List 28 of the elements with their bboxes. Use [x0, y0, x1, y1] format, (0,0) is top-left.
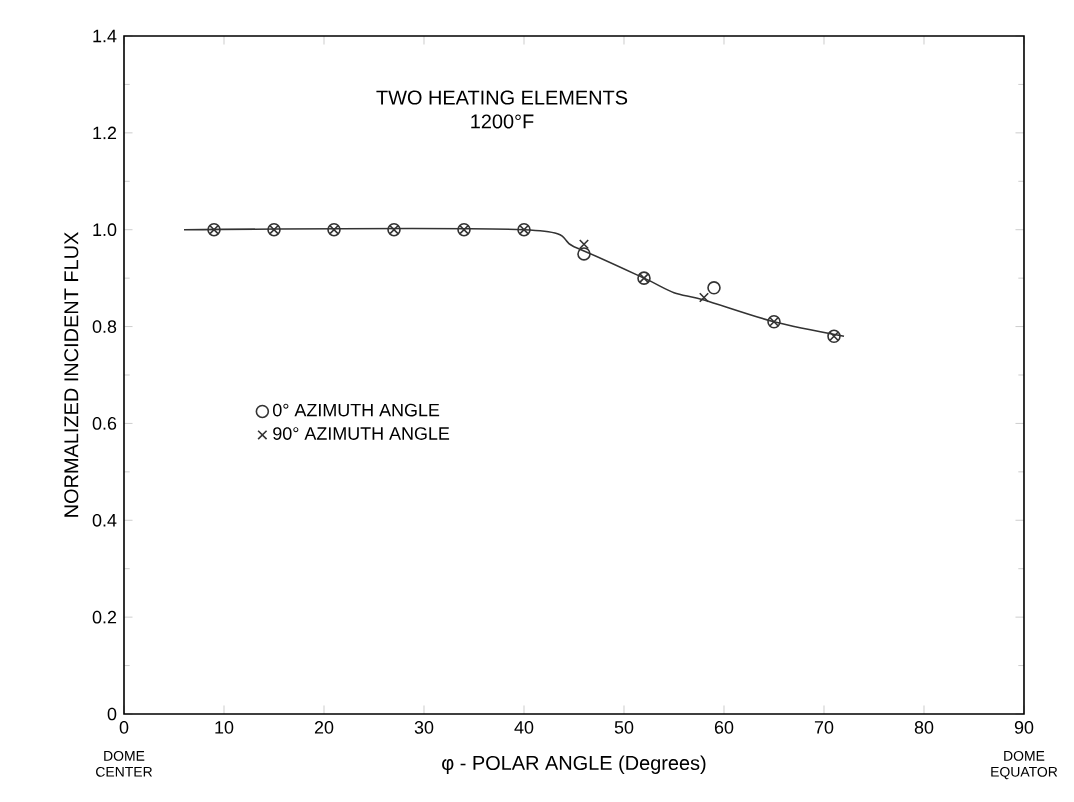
x-tick-label: 10 — [215, 721, 234, 734]
text: TWO HEATING ELEMENTS — [376, 90, 628, 105]
y-axis-title: NORMALIZED INCIDENT FLUX — [64, 232, 79, 517]
x-tick-label: 60 — [714, 721, 734, 734]
legend-label: 0° AZIMUTH ANGLE — [273, 403, 440, 417]
y-tick-label: 1.2 — [93, 126, 117, 140]
y-tick-label: 1.0 — [93, 223, 117, 237]
point — [578, 239, 590, 250]
y-tick-label: 0 — [107, 707, 117, 721]
y-tick-label: 0.4 — [92, 513, 117, 527]
point — [577, 247, 591, 261]
x-tick-label: 50 — [614, 721, 634, 734]
y-tick-label: 0.8 — [92, 320, 117, 333]
x-tick-label: 40 — [514, 721, 534, 734]
y-tick-label: 0.2 — [92, 610, 117, 624]
point — [698, 292, 710, 303]
x-tick-label: 70 — [814, 721, 834, 734]
x-tick-label: 20 — [314, 721, 334, 734]
x-tick-label: 30 — [414, 721, 434, 734]
x-tick-label: 90 — [1014, 721, 1034, 734]
x-tick-label: 80 — [914, 721, 934, 734]
y-tick-label: 0.6 — [92, 417, 117, 430]
x-axis-title: φ - POLAR ANGLE (Degrees) — [442, 755, 706, 774]
text: 1200°F — [471, 114, 534, 129]
y-tick-label: 1.4 — [93, 29, 117, 43]
point — [707, 281, 721, 295]
legend-label: 90° AZIMUTH ANGLE — [273, 427, 450, 440]
x-tick-label: 0 — [119, 721, 129, 734]
